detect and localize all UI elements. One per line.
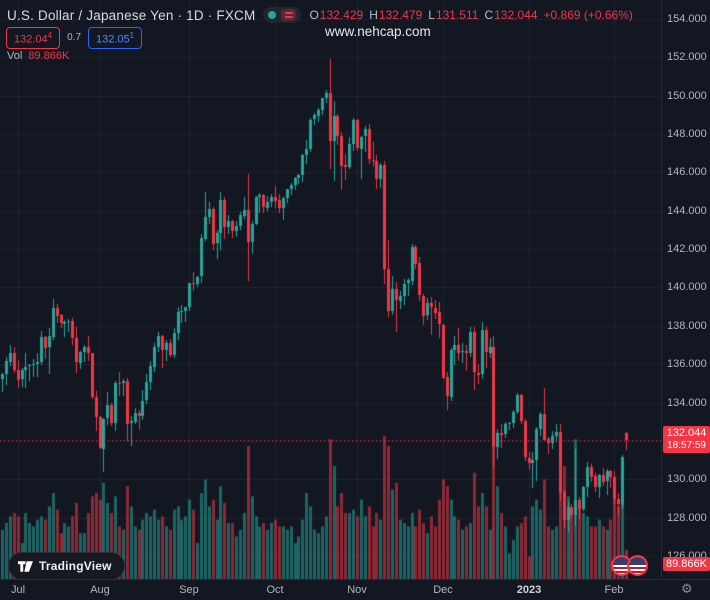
- currency-pair-flags[interactable]: [611, 555, 648, 576]
- close-label: C: [484, 8, 494, 22]
- time-axis-label: Feb: [604, 584, 624, 596]
- legend-toggle-pill[interactable]: [263, 7, 302, 23]
- ohlc-values: O132.429 H132.479 L131.511 C132.044 +0.8…: [309, 8, 632, 22]
- high-value: 132.479: [378, 8, 423, 22]
- price-axis-label: 146.000: [667, 166, 707, 179]
- price-axis-label: 138.000: [667, 319, 707, 332]
- price-axis-label: 128.000: [667, 511, 707, 524]
- price-axis-label: 134.000: [667, 396, 707, 409]
- time-axis-label: Aug: [90, 584, 110, 596]
- volume-label: Vol: [7, 50, 23, 62]
- price-axis-label: 152.000: [667, 51, 707, 64]
- bar-countdown: 18:57:59: [667, 440, 706, 451]
- open-value: 132.429: [319, 8, 364, 22]
- time-axis[interactable]: Jul Aug Sep Oct Nov Dec 2023 Feb: [0, 579, 710, 600]
- quote-currency-flag-icon: [627, 555, 648, 576]
- time-axis-label: Sep: [179, 584, 199, 596]
- open-label: O: [309, 8, 319, 22]
- chart-legend: U.S. Dollar / Japanese Yen · 1D · FXCM O…: [7, 7, 633, 23]
- price-chart-canvas[interactable]: [0, 0, 662, 580]
- price-axis-label: 154.000: [667, 13, 707, 25]
- price-axis-label: 144.000: [667, 204, 707, 217]
- time-axis-label: Oct: [266, 584, 284, 596]
- time-axis-label: 2023: [516, 584, 542, 596]
- price-axis-label: 150.000: [667, 89, 707, 102]
- marker-dot-icon[interactable]: [268, 11, 277, 19]
- spread-value: 0.7: [67, 32, 82, 44]
- low-label: L: [428, 8, 435, 22]
- time-axis-label: Jul: [10, 584, 26, 596]
- tradingview-icon: [18, 560, 33, 572]
- current-price-flag: 132.044 18:57:59: [663, 426, 710, 453]
- volume-axis-flag: 89.866K: [663, 557, 710, 571]
- close-value: 132.044: [494, 8, 538, 22]
- watermark-text: www.nehcap.com: [325, 24, 431, 39]
- symbol-title[interactable]: U.S. Dollar / Japanese Yen · 1D · FXCM: [7, 7, 256, 23]
- lines-toggle-icon[interactable]: [281, 9, 297, 21]
- current-price: 132.044: [666, 427, 707, 439]
- change-value: +0.869 (+0.66%): [543, 8, 633, 22]
- sell-button[interactable]: 132.044: [6, 27, 61, 49]
- tradingview-logo-pill[interactable]: TradingView: [8, 552, 125, 580]
- time-axis-label: Nov: [347, 584, 367, 596]
- price-axis-label: 130.000: [667, 473, 707, 486]
- high-label: H: [369, 8, 378, 22]
- bid-ask-row: 132.044 0.7 132.051: [6, 27, 143, 49]
- price-axis-label: 142.000: [667, 243, 707, 256]
- price-axis-label: 148.000: [667, 128, 707, 141]
- buy-button[interactable]: 132.051: [88, 27, 143, 49]
- volume-legend: Vol 89.866K: [7, 50, 69, 62]
- low-value: 131.511: [435, 8, 479, 22]
- price-axis-label: 140.000: [667, 281, 707, 294]
- price-axis-label: 136.000: [667, 358, 707, 371]
- tradingview-label: TradingView: [39, 559, 112, 573]
- price-axis[interactable]: 154.000 152.000 150.000 148.000 146.000 144.0…: [661, 0, 710, 580]
- volume-value: 89.866K: [28, 50, 70, 62]
- gear-icon[interactable]: ⚙: [681, 582, 693, 597]
- time-axis-label: Dec: [433, 584, 453, 596]
